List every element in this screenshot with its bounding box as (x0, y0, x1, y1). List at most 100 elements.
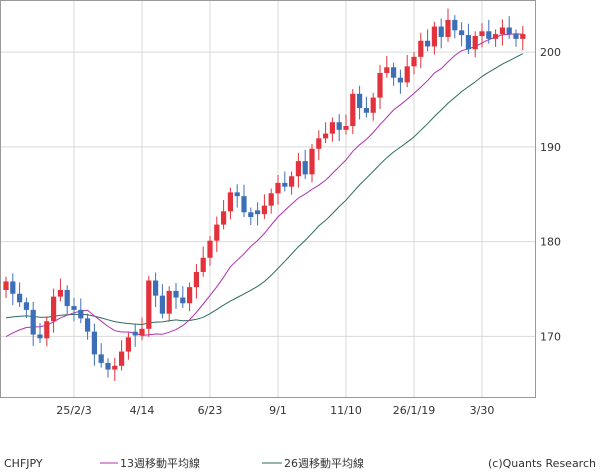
candle-body (139, 328, 145, 336)
candle-body (363, 108, 369, 113)
candle-body (227, 192, 233, 212)
candle-body (3, 281, 9, 290)
candle-body (431, 26, 437, 47)
candle-body (520, 34, 526, 39)
candle-body (44, 321, 50, 339)
y-axis-ticks: 170 180 190 200 (540, 46, 561, 343)
candle-body (391, 67, 397, 78)
candle-body (418, 40, 424, 57)
candle-body (221, 211, 227, 225)
legend: CHFJPY 13週移動平均線 26週移動平均線 (c)Quants Resea… (4, 456, 596, 470)
y-tick-label: 180 (540, 236, 561, 249)
legend-ma13-label: 13週移動平均線 (120, 456, 200, 470)
credit-label: (c)Quants Research (488, 457, 596, 470)
x-tick-label: 25/2/3 (56, 404, 91, 417)
gridlines (0, 0, 536, 398)
candle-body (316, 138, 322, 149)
candle-body (51, 296, 57, 322)
candle-body (214, 224, 220, 241)
candle-body (465, 35, 471, 50)
candle-body (404, 66, 410, 83)
candle-body (397, 77, 403, 83)
y-tick-label: 190 (540, 141, 561, 154)
candle-body (78, 309, 84, 319)
candle-body (193, 271, 199, 288)
candle-body (506, 27, 512, 35)
candle-body (159, 295, 165, 314)
plot-frame (0, 0, 536, 398)
ma26-line (5, 53, 524, 326)
candle-body (234, 192, 240, 197)
candle-body (275, 182, 281, 194)
candle-body (425, 40, 431, 47)
candle-body (445, 19, 451, 37)
candle-body (302, 161, 308, 175)
candle-body (17, 293, 23, 303)
candle-body (384, 67, 390, 73)
x-tick-label: 3/30 (470, 404, 495, 417)
candle-body (200, 257, 206, 272)
candle-body (486, 31, 492, 39)
symbol-label: CHFJPY (4, 457, 43, 470)
candle-body (180, 297, 186, 304)
candle-body (125, 337, 131, 352)
candle-body (64, 289, 70, 307)
candle-body (323, 133, 329, 139)
candle-body (10, 281, 16, 294)
x-tick-label: 6/23 (198, 404, 223, 417)
candle-body (350, 93, 356, 127)
x-tick-label: 4/14 (130, 404, 155, 417)
candle-body (493, 34, 499, 39)
moving-averages (5, 33, 524, 338)
candle-body (452, 19, 458, 31)
candle-body (343, 126, 349, 130)
candle-body (289, 176, 295, 187)
y-tick-label: 200 (540, 46, 561, 59)
candle-body (207, 240, 213, 258)
candle-body (377, 72, 383, 98)
candle-body (282, 182, 288, 187)
candle-body (241, 196, 247, 213)
candle-body (146, 280, 152, 329)
candle-body (309, 148, 315, 175)
candlesticks (3, 8, 526, 381)
candle-body (329, 122, 335, 134)
candle-body (357, 93, 363, 109)
candle-body (459, 30, 465, 36)
legend-ma26-label: 26週移動平均線 (284, 456, 364, 470)
candle-body (98, 354, 104, 363)
candle-body (479, 31, 485, 37)
x-axis-ticks: 25/2/3 4/14 6/23 9/1 11/10 26/1/19 3/30 (56, 404, 494, 417)
candle-body (105, 362, 111, 370)
candle-body (132, 331, 138, 336)
candle-body (37, 334, 43, 339)
y-tick-label: 170 (540, 330, 561, 343)
candle-body (255, 210, 261, 215)
candle-body (438, 26, 444, 37)
candle-body (153, 280, 159, 296)
candle-body (513, 34, 519, 39)
candle-body (295, 161, 301, 177)
candle-body (57, 289, 63, 297)
candle-body (23, 302, 29, 310)
candle-body (91, 331, 97, 355)
candle-body (411, 56, 417, 67)
candle-body (173, 290, 179, 298)
candle-body (261, 205, 267, 215)
candle-body (248, 212, 254, 218)
candle-body (370, 97, 376, 113)
candle-body (336, 122, 342, 130)
candle-body (71, 306, 77, 310)
candle-body (187, 287, 193, 304)
ma13-line (5, 33, 523, 338)
candle-body (268, 193, 274, 206)
x-tick-label: 26/1/19 (393, 404, 435, 417)
candle-body (166, 290, 172, 314)
x-tick-label: 11/10 (330, 404, 362, 417)
candle-body (112, 365, 118, 370)
candle-body (119, 351, 125, 366)
candle-body (85, 318, 91, 332)
candle-body (30, 309, 36, 335)
candle-body (472, 36, 478, 50)
